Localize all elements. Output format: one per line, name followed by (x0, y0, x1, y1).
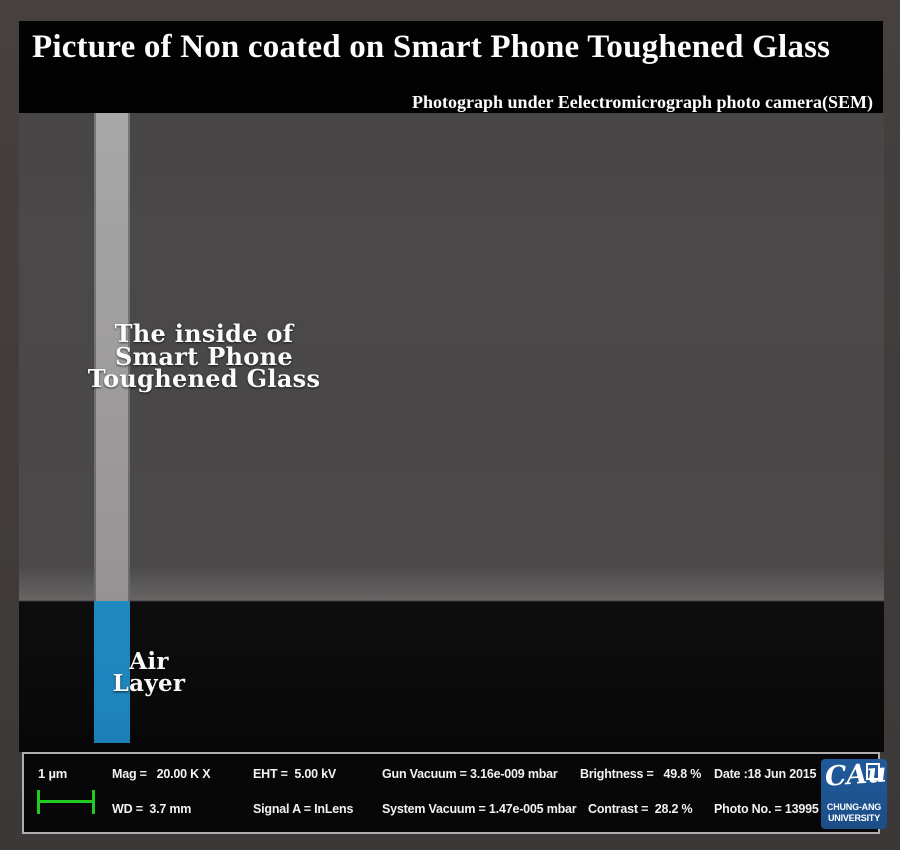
page-subtitle: Photograph under Eelectromicrograph phot… (412, 92, 873, 112)
wd-field: WD = 3.7 mm (112, 802, 192, 816)
system-vacuum-field: System Vacuum = 1.47e-005 mbar (382, 802, 577, 816)
glass-label-line-3: Toughened Glass (87, 364, 321, 393)
logo-name-line-1: CHUNG-ANG (826, 802, 882, 812)
sem-status-bar: 1 µm Mag = 20.00 K X EHT = 5.00 kV Gun V… (22, 752, 887, 834)
logo-name-line-2: UNIVERSITY (827, 813, 880, 823)
signal-field: Signal A = InLens (253, 802, 354, 816)
eht-field: EHT = 5.00 kV (253, 767, 337, 781)
photo-no-field: Photo No. = 13995 (714, 802, 819, 816)
mag-field: Mag = 20.00 K X (112, 767, 211, 781)
scale-bar-label: 1 µm (38, 766, 68, 781)
page-title: Picture of Non coated on Smart Phone Tou… (32, 29, 831, 65)
contrast-field: Contrast = 28.2 % (588, 802, 693, 816)
logo-square-icon (866, 763, 880, 780)
scale-bar (37, 800, 95, 803)
air-label-line-2: Layer (112, 670, 186, 697)
scale-bar-left-cap (37, 790, 40, 814)
date-field: Date :18 Jun 2015 (714, 767, 817, 781)
logo-university-name: CHUNG-ANG UNIVERSITY (821, 802, 887, 824)
air-layer-bar (94, 601, 130, 743)
scale-bar-right-cap (92, 790, 95, 814)
air-label-line-1: Air (129, 648, 169, 675)
glass-label-line-2: Smart Phone (115, 341, 293, 371)
glass-inside-label: The inside of Smart Phone Toughened Glas… (59, 319, 349, 393)
glass-layer-bar (94, 113, 130, 601)
air-layer-label: Air Layer (89, 648, 209, 697)
glass-label-line-1: The inside of (114, 319, 294, 348)
brightness-field: Brightness = 49.8 % (580, 767, 702, 781)
title-bar: Picture of Non coated on Smart Phone Tou… (19, 21, 883, 113)
university-logo: CAu CHUNG-ANG UNIVERSITY (821, 757, 887, 829)
gun-vacuum-field: Gun Vacuum = 3.16e-009 mbar (382, 767, 558, 781)
sem-micrograph: The inside of Smart Phone Toughened Glas… (19, 113, 884, 752)
